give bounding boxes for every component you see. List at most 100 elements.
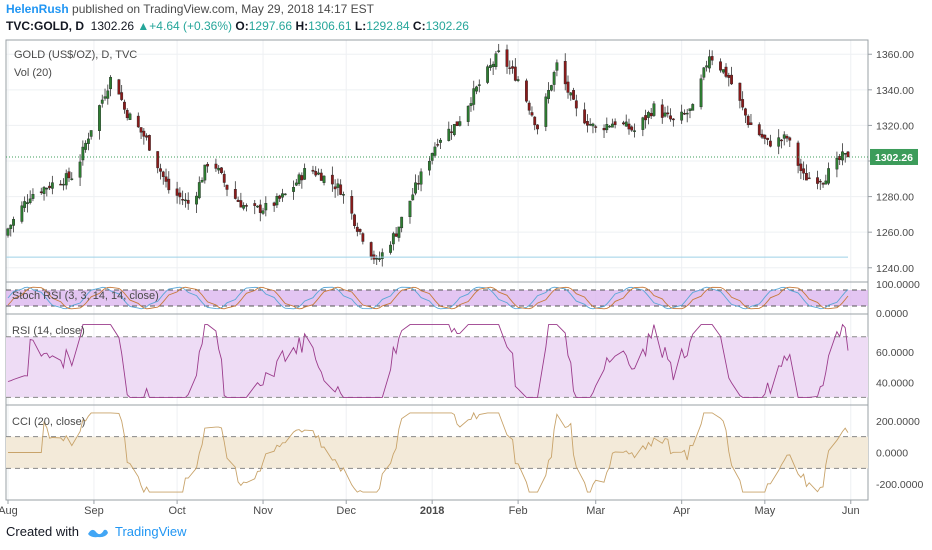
candle-body xyxy=(236,199,240,202)
candle-body xyxy=(400,216,404,229)
candle-body xyxy=(477,84,481,86)
candle-body xyxy=(613,121,617,125)
candle-body xyxy=(516,79,520,81)
candle-body xyxy=(555,62,559,71)
candle-body xyxy=(525,80,528,102)
candle-body xyxy=(389,244,392,253)
candle-body xyxy=(452,124,456,135)
candle-body xyxy=(768,140,772,147)
candle-body xyxy=(253,203,257,206)
ohlc-header: TVC:GOLD, D 1302.26 ▲+4.64 (+0.36%) O:12… xyxy=(6,19,469,33)
candle-body xyxy=(200,180,204,183)
candle-body xyxy=(572,90,575,100)
candle-body xyxy=(472,88,476,105)
chart-axes: 1360.001340.001320.001300.001280.001260.… xyxy=(0,49,918,517)
candle-body xyxy=(109,76,112,90)
footer: Created with TradingView xyxy=(6,524,187,539)
candle-body xyxy=(317,172,320,175)
candle-body xyxy=(6,228,10,236)
candle-body xyxy=(433,146,437,156)
cci-tick-label: 200.0000 xyxy=(876,416,920,428)
candle-body xyxy=(28,198,32,203)
time-tick-label: Nov xyxy=(253,505,273,517)
candle-body xyxy=(39,191,43,193)
high-value: 1306.61 xyxy=(308,19,352,33)
last-price: 1302.26 xyxy=(90,19,135,33)
candle-body xyxy=(536,124,539,130)
candle-body xyxy=(297,174,301,184)
candle-body xyxy=(103,96,107,99)
candle-body xyxy=(217,167,221,171)
price-tick-label: 1280.00 xyxy=(876,192,914,204)
stoch-tick-label: 0.0000 xyxy=(876,308,908,320)
candle-body xyxy=(683,113,686,115)
candle-body xyxy=(707,56,711,69)
tradingview-brand-link[interactable]: TradingView xyxy=(114,524,187,539)
candle-body xyxy=(511,66,514,69)
candle-body xyxy=(86,138,90,144)
candle-body xyxy=(391,233,395,245)
symbol-label: TVC:GOLD, D xyxy=(6,19,84,33)
candle-body xyxy=(416,183,420,185)
candle-body xyxy=(841,151,844,161)
candle-body xyxy=(710,56,714,61)
candle-body xyxy=(336,183,340,188)
low-label: L: xyxy=(354,19,367,33)
candle-body xyxy=(292,187,295,192)
cci-tick-label: -200.0000 xyxy=(876,479,923,491)
author-username[interactable]: HelenRush xyxy=(6,2,69,16)
candle-body xyxy=(361,233,365,242)
candle-body xyxy=(763,134,767,139)
candle-body xyxy=(450,131,453,133)
time-tick-label: 2018 xyxy=(420,505,444,517)
candle-body xyxy=(184,199,187,202)
candle-body xyxy=(139,127,143,133)
candle-body xyxy=(294,182,298,186)
candle-body xyxy=(549,85,553,91)
cci-band xyxy=(6,436,868,469)
candle-body xyxy=(788,137,792,141)
candle-body xyxy=(475,86,478,92)
candle-body xyxy=(67,171,71,179)
candle-body xyxy=(835,157,839,170)
close-value: 1302.26 xyxy=(425,19,469,33)
chart-title: GOLD (US$/OZ), D, TVC xyxy=(14,49,137,61)
candle-body xyxy=(50,182,54,189)
stoch-tick-label: 100.0000 xyxy=(876,279,920,291)
candle-body xyxy=(691,104,695,111)
candle-body xyxy=(330,174,334,185)
candle-body xyxy=(630,126,634,131)
candle-body xyxy=(264,203,268,211)
candle-body xyxy=(727,75,731,78)
candle-body xyxy=(9,224,13,229)
candle-body xyxy=(805,173,808,181)
stoch-k-line xyxy=(7,286,849,310)
candle-body xyxy=(427,160,431,171)
candle-body xyxy=(827,168,830,184)
candle-body xyxy=(530,112,534,116)
candle-body xyxy=(353,214,356,227)
rsi-label: RSI (14, close) xyxy=(12,325,85,337)
stoch-rsi-label: Stoch RSI (3, 3, 14, 14, close) xyxy=(12,290,159,302)
candle-body xyxy=(186,199,190,204)
candle-body xyxy=(322,175,326,183)
candle-body xyxy=(497,50,501,52)
candle-body xyxy=(100,99,104,104)
time-tick-label: Sep xyxy=(84,505,104,517)
candle-body xyxy=(59,183,63,186)
candle-body xyxy=(70,178,74,180)
time-tick-label: Aug xyxy=(0,505,18,517)
candle-body xyxy=(843,153,847,155)
candle-body xyxy=(605,124,609,131)
candle-body xyxy=(64,173,68,186)
candle-body xyxy=(203,164,207,181)
candle-body xyxy=(142,130,146,137)
publish-info: HelenRush published on TradingView.com, … xyxy=(6,2,374,16)
candle-body xyxy=(439,139,442,143)
created-with-text: Created with xyxy=(6,524,79,539)
rsi-band xyxy=(6,336,868,398)
candle-body xyxy=(652,103,656,116)
candle-body xyxy=(469,103,473,106)
candle-body xyxy=(20,205,24,222)
